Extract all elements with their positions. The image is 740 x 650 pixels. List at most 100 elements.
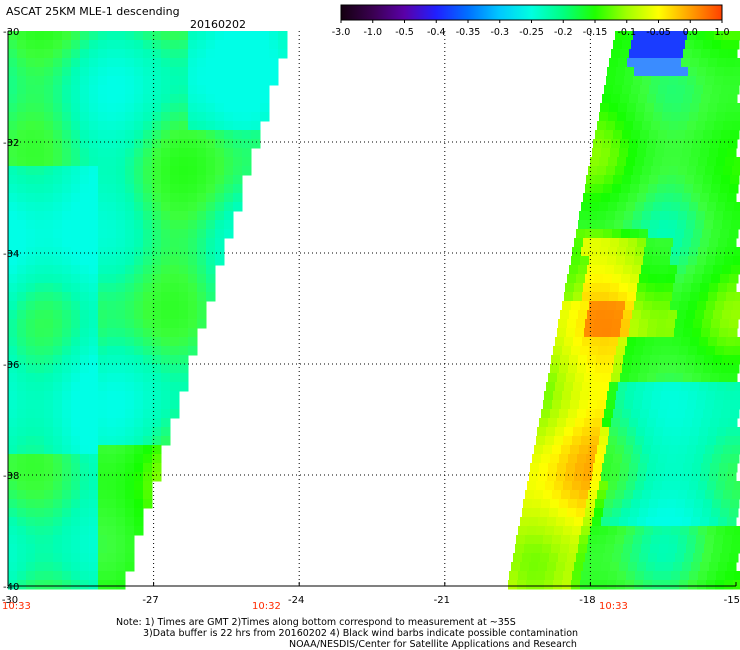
- data-cell: [233, 67, 243, 77]
- swath-west: [8, 31, 288, 590]
- data-cell: [161, 400, 171, 410]
- data-cell: [730, 409, 740, 419]
- data-cell: [592, 517, 602, 527]
- data-cell: [62, 247, 72, 257]
- data-cell: [660, 445, 670, 455]
- data-cell: [704, 355, 714, 365]
- data-cell: [688, 301, 698, 311]
- data-cell: [709, 193, 719, 203]
- data-cell: [647, 373, 657, 383]
- data-cell: [161, 391, 171, 401]
- data-cell: [617, 247, 627, 257]
- data-cell: [734, 436, 740, 446]
- data-cell: [559, 409, 569, 419]
- data-cell: [689, 247, 699, 257]
- data-cell: [673, 562, 683, 572]
- data-cell: [89, 445, 99, 455]
- data-cell: [585, 319, 595, 329]
- data-cell: [694, 364, 704, 374]
- data-cell: [17, 337, 27, 347]
- data-cell: [62, 454, 72, 464]
- data-cell: [629, 49, 639, 59]
- data-cell: [571, 256, 581, 266]
- data-cell: [143, 202, 153, 212]
- data-cell: [44, 436, 54, 446]
- data-cell: [549, 553, 559, 563]
- data-cell: [134, 526, 144, 536]
- data-cell: [622, 175, 632, 185]
- data-cell: [35, 40, 45, 50]
- data-cell: [17, 265, 27, 275]
- data-cell: [161, 67, 171, 77]
- data-cell: [661, 256, 671, 266]
- data-cell: [53, 67, 63, 77]
- data-cell: [607, 580, 617, 590]
- data-cell: [143, 166, 153, 176]
- data-cell: [527, 481, 537, 491]
- data-cell: [710, 463, 720, 473]
- data-cell: [17, 463, 27, 473]
- data-cell: [116, 535, 126, 545]
- data-cell: [98, 580, 108, 590]
- data-cell: [80, 238, 90, 248]
- data-cell: [17, 319, 27, 329]
- data-cell: [53, 526, 63, 536]
- data-cell: [170, 382, 180, 392]
- data-cell: [116, 499, 126, 509]
- data-cell: [179, 355, 189, 365]
- data-cell: [708, 427, 718, 437]
- data-cell: [702, 184, 712, 194]
- data-cell: [722, 310, 732, 320]
- data-cell: [116, 553, 126, 563]
- data-cell: [188, 229, 198, 239]
- data-cell: [98, 562, 108, 572]
- data-cell: [8, 229, 18, 239]
- data-cell: [125, 76, 135, 86]
- colorbar-label: 1.0: [714, 27, 729, 38]
- note-line-3: NOAA/NESDIS/Center for Satellite Applica…: [289, 639, 577, 650]
- data-cell: [179, 58, 189, 68]
- data-cell: [628, 562, 638, 572]
- data-cell: [17, 328, 27, 338]
- data-cell: [98, 517, 108, 527]
- data-cell: [684, 274, 694, 284]
- data-cell: [692, 463, 702, 473]
- data-cell: [26, 202, 36, 212]
- data-cell: [658, 409, 668, 419]
- data-cell: [605, 220, 615, 230]
- data-cell: [667, 454, 677, 464]
- data-cell: [152, 157, 162, 167]
- data-cell: [98, 427, 108, 437]
- data-cell: [107, 454, 117, 464]
- data-cell: [152, 373, 162, 383]
- data-cell: [116, 400, 126, 410]
- data-cell: [44, 463, 54, 473]
- data-cell: [89, 400, 99, 410]
- data-cell: [538, 472, 548, 482]
- data-cell: [680, 247, 690, 257]
- data-cell: [579, 211, 589, 221]
- data-cell: [134, 238, 144, 248]
- data-cell: [215, 211, 225, 221]
- data-cell: [125, 526, 135, 536]
- data-cell: [670, 67, 680, 77]
- data-cell: [655, 283, 665, 293]
- data-cell: [590, 202, 600, 212]
- data-cell: [62, 355, 72, 365]
- data-cell: [603, 508, 613, 518]
- data-cell: [674, 49, 684, 59]
- data-cell: [197, 283, 207, 293]
- data-cell: [125, 148, 135, 158]
- data-cell: [71, 454, 81, 464]
- data-cell: [98, 472, 108, 482]
- data-cell: [672, 103, 682, 113]
- data-cell: [677, 544, 687, 554]
- data-cell: [44, 517, 54, 527]
- data-cell: [688, 346, 698, 356]
- data-cell: [89, 463, 99, 473]
- data-cell: [134, 121, 144, 131]
- data-cell: [53, 175, 63, 185]
- data-cell: [26, 472, 36, 482]
- data-cell: [718, 148, 728, 158]
- data-cell: [152, 274, 162, 284]
